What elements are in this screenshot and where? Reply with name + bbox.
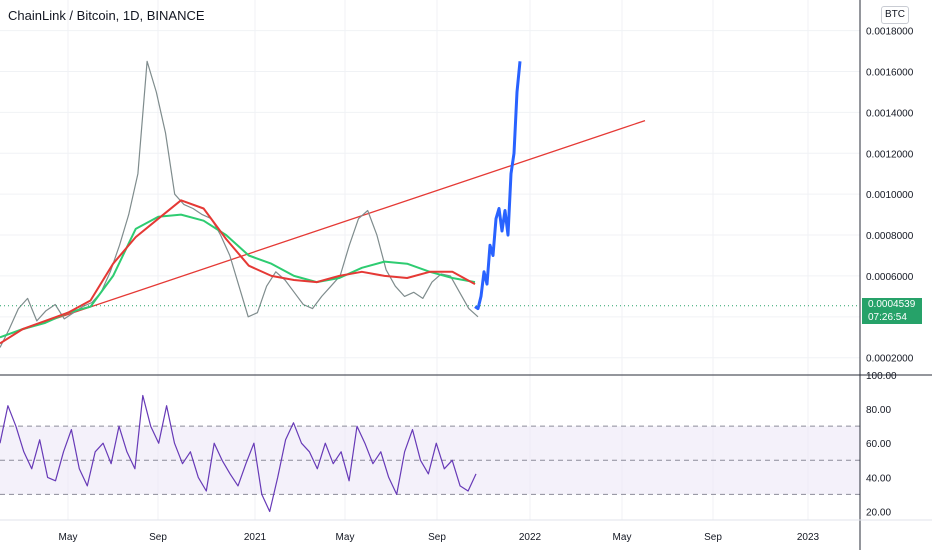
rsi-band-fill xyxy=(0,426,860,495)
y-tick-label: 0.0016000 xyxy=(866,68,914,79)
currency-badge[interactable]: BTC xyxy=(881,6,909,24)
forecast-line xyxy=(474,61,522,311)
y-tick-label: 0.0008000 xyxy=(866,231,914,242)
price-line xyxy=(0,60,479,348)
grid-lines xyxy=(0,0,860,520)
rsi-band xyxy=(0,425,860,495)
x-tick-label: Sep xyxy=(149,532,167,543)
candle-countdown: 07:26:54 xyxy=(868,312,907,323)
tick-labels: 0.00020000.00040000.00060000.00080000.00… xyxy=(59,27,914,543)
x-tick-label: Sep xyxy=(428,532,446,543)
x-tick-label: May xyxy=(613,532,632,543)
y-tick-label: 0.0010000 xyxy=(866,190,914,201)
x-tick-label: 2023 xyxy=(797,532,820,543)
rsi-series xyxy=(0,394,477,513)
rsi-tick-label: 40.00 xyxy=(866,473,891,484)
x-tick-label: 2021 xyxy=(244,532,267,543)
rsi-tick-label: 100.00 xyxy=(866,371,897,382)
rsi-tick-label: 80.00 xyxy=(866,405,891,416)
rsi-tick-label: 60.00 xyxy=(866,439,891,450)
rsi-line xyxy=(0,394,477,513)
rsi-tick-label: 20.00 xyxy=(866,507,891,518)
y-tick-label: 0.0014000 xyxy=(866,108,914,119)
trendline xyxy=(0,119,646,338)
chart-title: ChainLink / Bitcoin, 1D, BINANCE xyxy=(8,8,205,23)
x-tick-label: 2022 xyxy=(519,532,542,543)
y-tick-label: 0.0018000 xyxy=(866,27,914,38)
ma-green-line xyxy=(0,213,476,339)
x-tick-label: Sep xyxy=(704,532,722,543)
x-tick-label: May xyxy=(59,532,78,543)
last-price-tag: 0.0004539 07:26:54 xyxy=(862,298,922,324)
ma-red-line xyxy=(0,199,476,345)
price-series xyxy=(0,60,646,348)
x-tick-label: May xyxy=(336,532,355,543)
y-tick-label: 0.0006000 xyxy=(866,272,914,283)
y-tick-label: 0.0002000 xyxy=(866,354,914,365)
last-price-value: 0.0004539 xyxy=(868,299,916,310)
y-tick-label: 0.0012000 xyxy=(866,149,914,160)
